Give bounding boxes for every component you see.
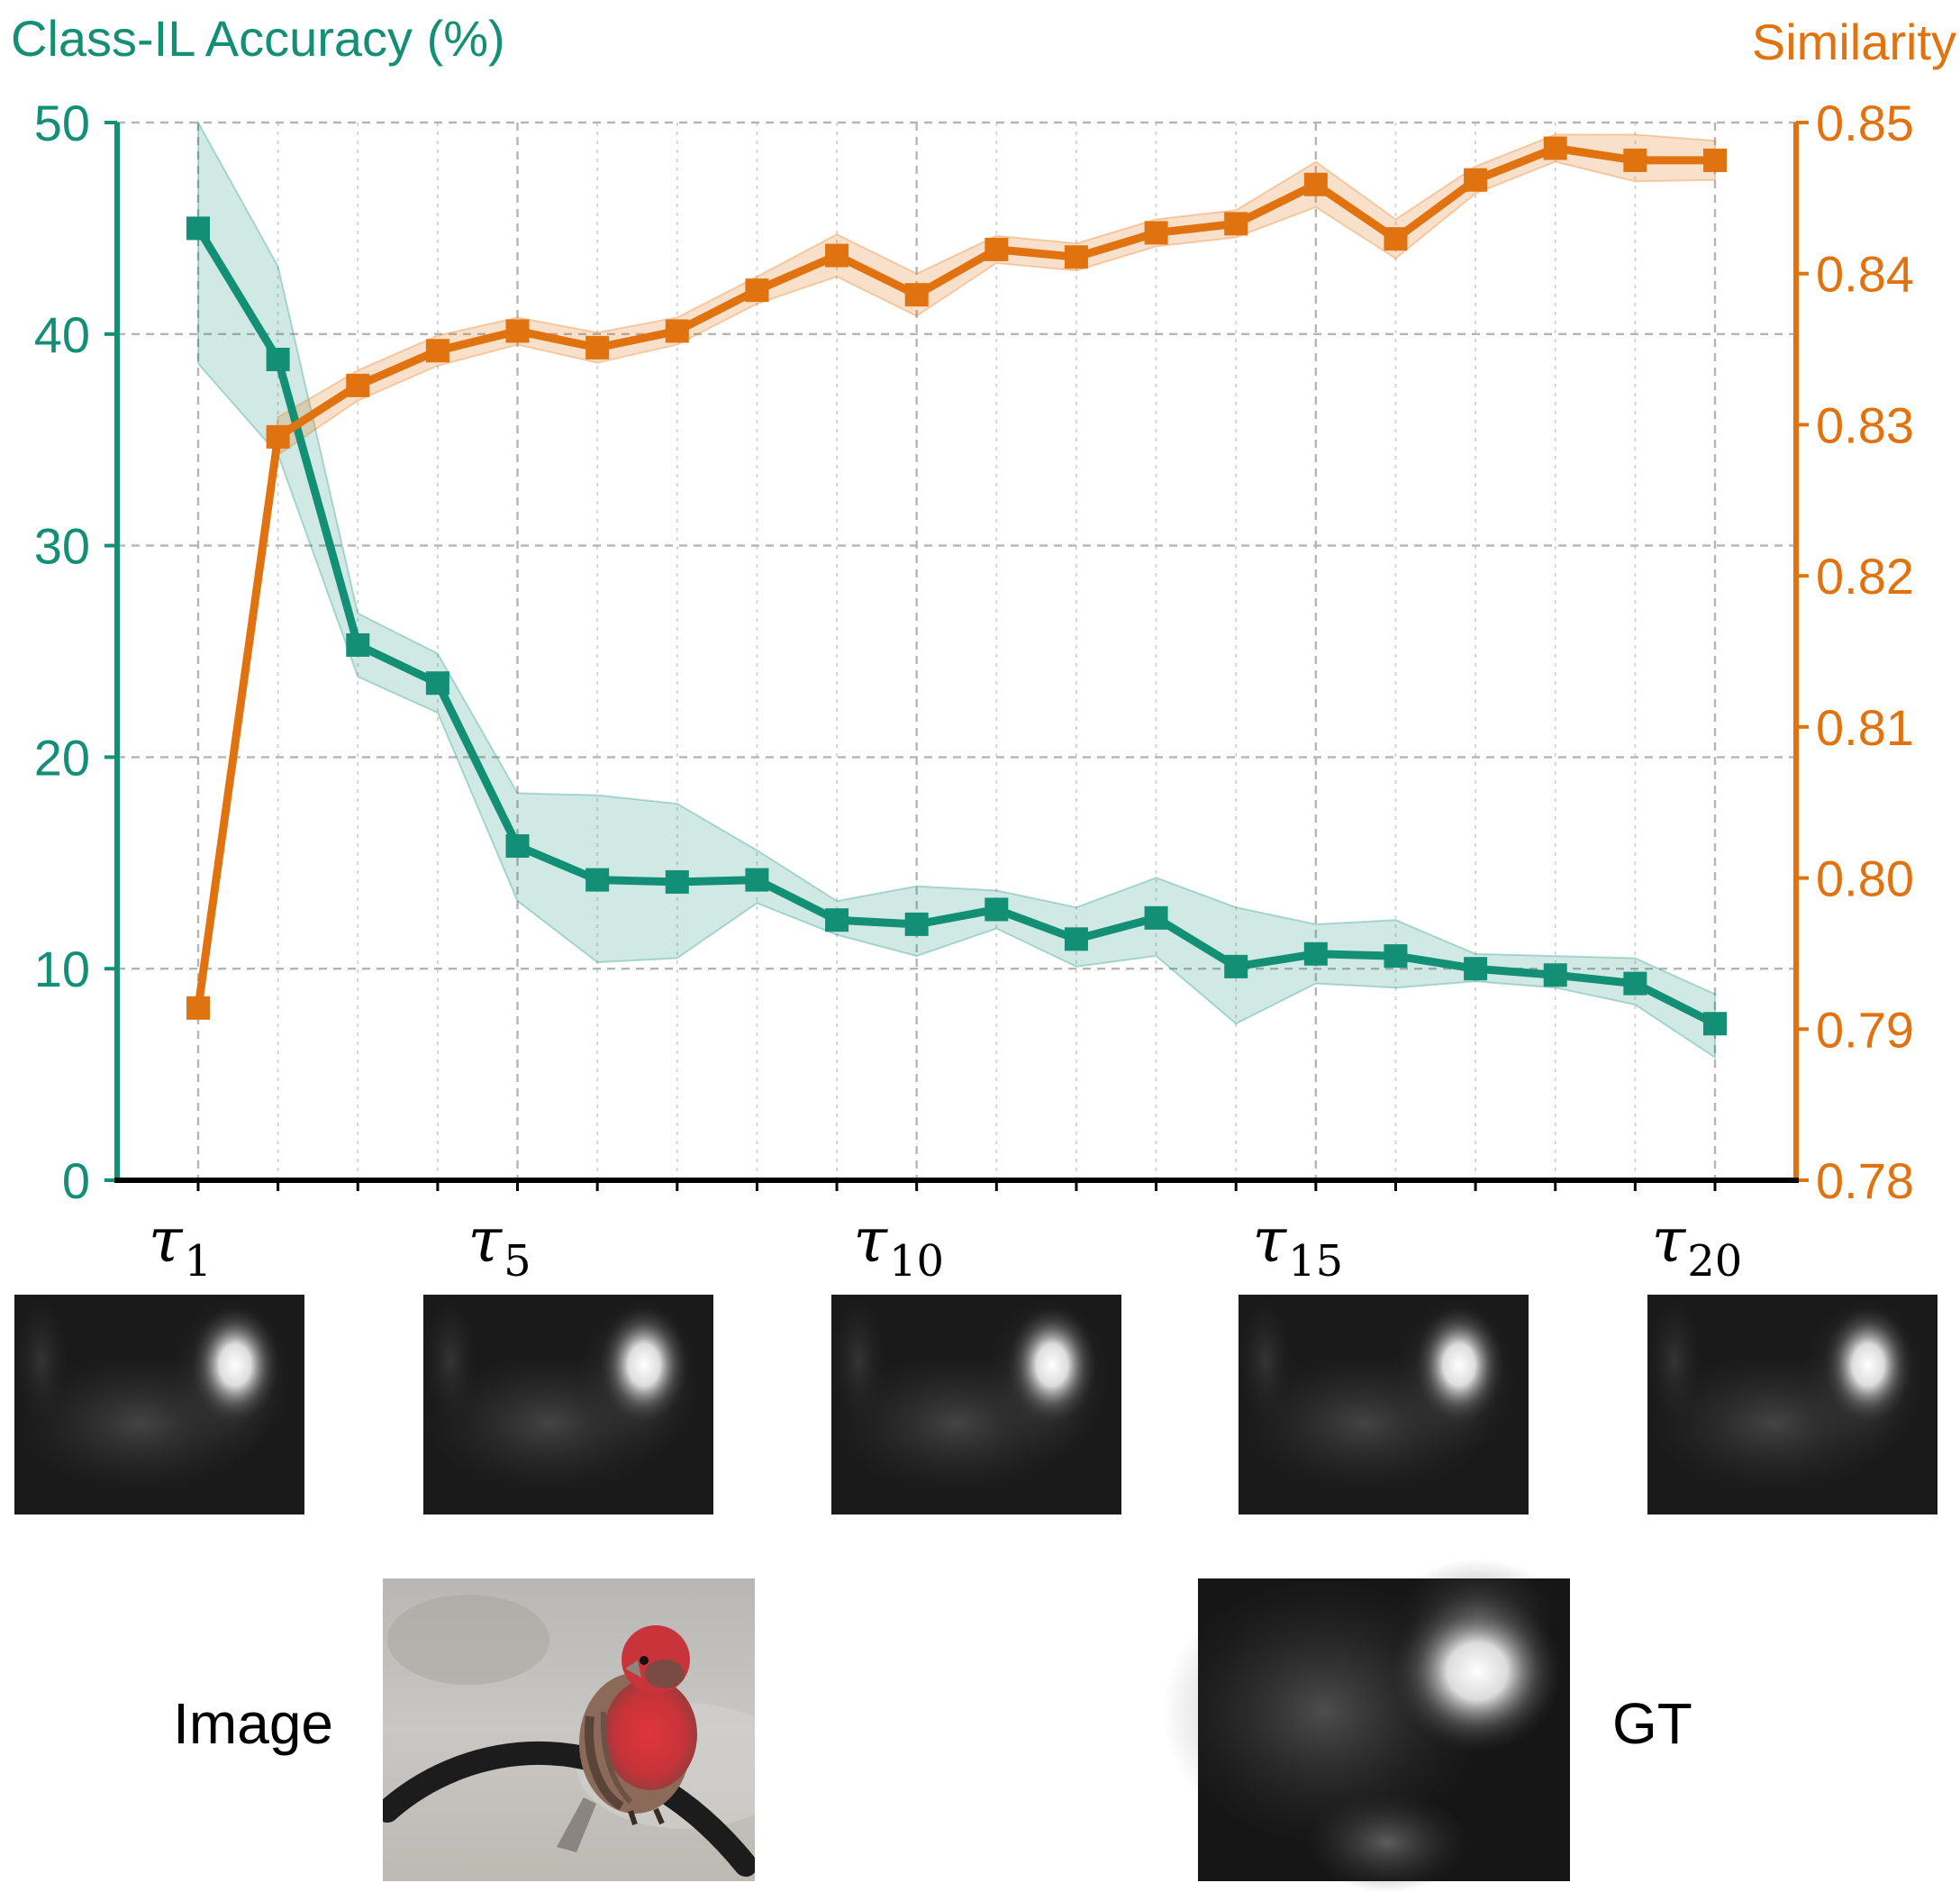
left-tick-label: 10 xyxy=(34,941,90,997)
image-caption: Image xyxy=(173,1691,333,1756)
similarity-markers xyxy=(186,136,1727,1020)
accuracy-point xyxy=(1064,927,1088,951)
heatmap-thumbnail xyxy=(1647,1295,1937,1515)
accuracy-point xyxy=(1623,971,1647,996)
right-tick-label: 0.82 xyxy=(1816,548,1914,605)
x-tick-label: τ10 xyxy=(853,1205,944,1287)
similarity-point xyxy=(1303,172,1328,196)
accuracy-line xyxy=(195,226,1718,1028)
similarity-point xyxy=(825,243,849,268)
x-tick-label: τ5 xyxy=(467,1205,531,1287)
heatmap-thumbnail xyxy=(423,1295,713,1515)
left-axis-title: Class-IL Accuracy (%) xyxy=(11,10,505,67)
left-tick-label: 0 xyxy=(62,1152,90,1209)
similarity-point xyxy=(665,319,689,343)
x-tick-label: τ20 xyxy=(1652,1205,1743,1287)
accuracy-markers xyxy=(186,216,1727,1036)
left-tick-label: 30 xyxy=(34,518,90,575)
accuracy-point xyxy=(505,834,530,859)
similarity-point xyxy=(266,424,290,449)
accuracy-point xyxy=(1384,944,1408,969)
heatmap-hotspot xyxy=(1007,1305,1097,1424)
accuracy-point xyxy=(425,671,449,696)
heatmap-thumbnail xyxy=(831,1295,1121,1515)
heatmap-thumbnail xyxy=(14,1295,304,1515)
similarity-point xyxy=(904,283,929,307)
similarity-point xyxy=(1703,148,1727,172)
left-tick-label: 40 xyxy=(34,306,90,363)
left-tick-label: 20 xyxy=(34,729,90,786)
right-tick-label: 0.84 xyxy=(1816,246,1914,303)
similarity-point xyxy=(186,996,210,1020)
similarity-point xyxy=(1224,212,1248,236)
heatmap-glow xyxy=(1239,1297,1293,1424)
similarity-point xyxy=(1543,136,1567,160)
accuracy-point xyxy=(825,908,849,932)
accuracy-point xyxy=(1703,1012,1727,1036)
heatmap-glow xyxy=(423,1297,477,1424)
similarity-point xyxy=(1464,168,1488,192)
x-tick-label: τ1 xyxy=(149,1205,212,1287)
right-tick-label: 0.85 xyxy=(1816,95,1914,151)
heatmap-glow xyxy=(831,1297,885,1424)
similarity-point xyxy=(1623,148,1647,172)
accuracy-point xyxy=(745,868,769,892)
heatmap-glow xyxy=(1647,1297,1701,1424)
heatmap-glow xyxy=(14,1297,68,1424)
right-tick-label: 0.79 xyxy=(1816,1001,1914,1058)
heatmap-hotspot xyxy=(190,1305,280,1424)
similarity-point xyxy=(1144,221,1168,245)
accuracy-point xyxy=(1144,905,1168,930)
right-tick-label: 0.81 xyxy=(1816,699,1914,756)
right-tick-label: 0.78 xyxy=(1816,1152,1914,1209)
accuracy-point xyxy=(186,216,210,241)
left-tick-label: 50 xyxy=(34,95,90,151)
similarity-point xyxy=(745,278,769,303)
heatmap-hotspot xyxy=(599,1305,689,1424)
accuracy-point xyxy=(1464,957,1488,981)
plot-area: 0 10 20 30 40 50 0.78 0.79 0.80 0.81 0.82 0.83 0.84… xyxy=(34,95,1914,1209)
similarity-point xyxy=(1064,245,1088,269)
right-tick-label: 0.83 xyxy=(1816,396,1914,453)
similarity-point xyxy=(346,373,370,397)
x-tick-labels: τ1 τ5 τ10 τ15 τ20 xyxy=(149,1205,1742,1287)
similarity-point xyxy=(1384,227,1408,251)
heatmap-hotspot xyxy=(1823,1305,1913,1424)
series-lines xyxy=(194,144,1718,1028)
accuracy-point xyxy=(665,869,689,894)
right-axis-ticks: 0.78 0.79 0.80 0.81 0.82 0.83 0.84 0.85 xyxy=(1796,95,1914,1209)
left-axis-ticks: 0 10 20 30 40 50 xyxy=(34,95,117,1209)
similarity-line xyxy=(194,144,1715,1009)
accuracy-point xyxy=(1224,954,1248,978)
similarity-point xyxy=(425,339,449,363)
similarity-point xyxy=(505,319,530,343)
similarity-point xyxy=(585,335,610,359)
heatmap-thumbnail xyxy=(1239,1295,1529,1515)
similarity-point xyxy=(985,237,1009,261)
accuracy-point xyxy=(1303,941,1328,966)
accuracy-point xyxy=(585,868,610,892)
bird-photo xyxy=(383,1578,755,1881)
heatmap-hotspot xyxy=(1414,1305,1504,1424)
gt-heatmap xyxy=(1162,1559,1570,1892)
right-tick-label: 0.80 xyxy=(1816,850,1914,907)
right-axis-title: Similarity xyxy=(1752,14,1956,70)
heatmap-row xyxy=(14,1295,1937,1515)
accuracy-point xyxy=(985,897,1009,922)
accuracy-point xyxy=(266,347,290,371)
similarity-band xyxy=(197,133,1716,1008)
accuracy-point xyxy=(346,632,370,657)
accuracy-band xyxy=(197,119,1716,1060)
gt-caption: GT xyxy=(1612,1691,1692,1756)
accuracy-point xyxy=(1543,963,1567,987)
x-tick-label: τ15 xyxy=(1252,1205,1343,1287)
accuracy-point xyxy=(904,912,929,936)
